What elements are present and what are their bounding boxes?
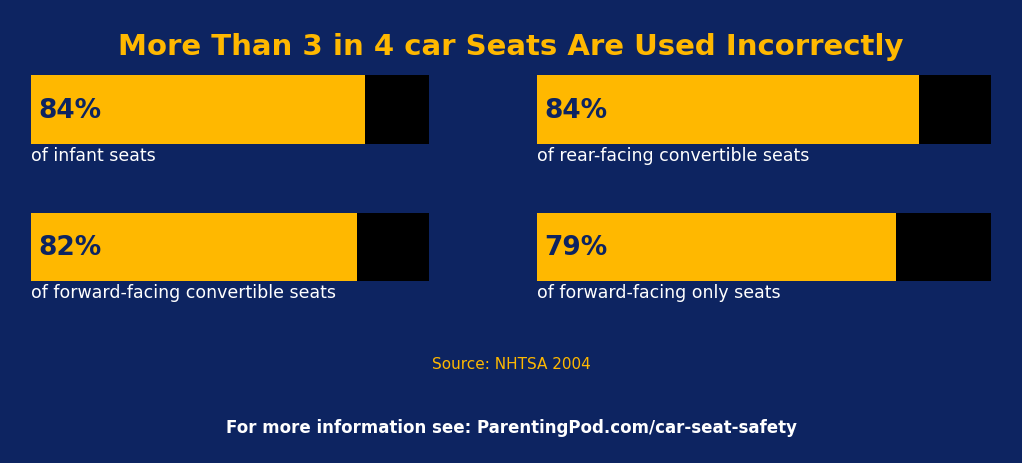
Text: 84%: 84%: [545, 98, 608, 124]
Text: For more information see: ParentingPod.com/car-seat-safety: For more information see: ParentingPod.c…: [226, 418, 796, 436]
Text: of forward-facing convertible seats: of forward-facing convertible seats: [31, 284, 335, 301]
FancyBboxPatch shape: [358, 213, 429, 282]
FancyBboxPatch shape: [919, 76, 991, 145]
Text: 82%: 82%: [39, 234, 102, 260]
Text: More Than 3 in 4 car Seats Are Used Incorrectly: More Than 3 in 4 car Seats Are Used Inco…: [119, 33, 903, 61]
FancyBboxPatch shape: [366, 76, 429, 145]
Text: of forward-facing only seats: of forward-facing only seats: [537, 284, 780, 301]
FancyBboxPatch shape: [31, 76, 366, 145]
FancyBboxPatch shape: [31, 213, 358, 282]
Text: of rear-facing convertible seats: of rear-facing convertible seats: [537, 147, 809, 165]
Text: 79%: 79%: [545, 234, 608, 260]
Text: 84%: 84%: [39, 98, 102, 124]
Text: of infant seats: of infant seats: [31, 147, 155, 165]
Text: Source: NHTSA 2004: Source: NHTSA 2004: [431, 357, 591, 371]
FancyBboxPatch shape: [537, 76, 919, 145]
FancyBboxPatch shape: [537, 213, 896, 282]
FancyBboxPatch shape: [896, 213, 991, 282]
